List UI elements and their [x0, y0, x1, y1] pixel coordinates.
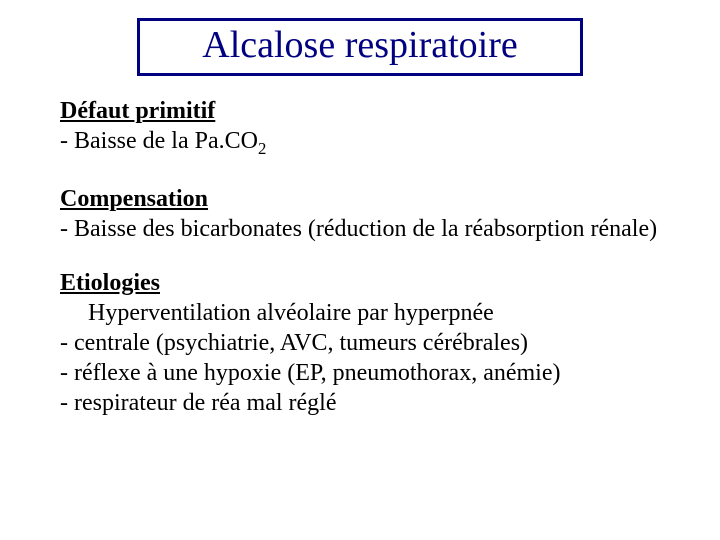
slide-container: Alcalose respiratoire Défaut primitif - …	[0, 0, 720, 540]
line-bicarbonates: - Baisse des bicarbonates (réduction de …	[60, 214, 660, 244]
line-respirateur: - respirateur de réa mal réglé	[60, 388, 660, 418]
line-hyperventilation: Hyperventilation alvéolaire par hyperpné…	[60, 298, 660, 328]
line-paco2-prefix: - Baisse de la Pa.CO	[60, 128, 258, 154]
section-compensation: Compensation - Baisse des bicarbonates (…	[60, 184, 660, 244]
line-reflexe: - réflexe à une hypoxie (EP, pneumothora…	[60, 358, 660, 388]
line-paco2: - Baisse de la Pa.CO2	[60, 126, 660, 160]
heading-etiologies: Etiologies	[60, 268, 660, 298]
heading-compensation: Compensation	[60, 184, 660, 214]
section-defaut-primitif: Défaut primitif - Baisse de la Pa.CO2	[60, 96, 660, 160]
heading-defaut-primitif: Défaut primitif	[60, 96, 660, 126]
line-paco2-sub: 2	[258, 139, 266, 158]
line-centrale: - centrale (psychiatrie, AVC, tumeurs cé…	[60, 328, 660, 358]
slide-title: Alcalose respiratoire	[202, 24, 517, 66]
section-etiologies: Etiologies Hyperventilation alvéolaire p…	[60, 268, 660, 418]
title-box: Alcalose respiratoire	[137, 18, 583, 76]
